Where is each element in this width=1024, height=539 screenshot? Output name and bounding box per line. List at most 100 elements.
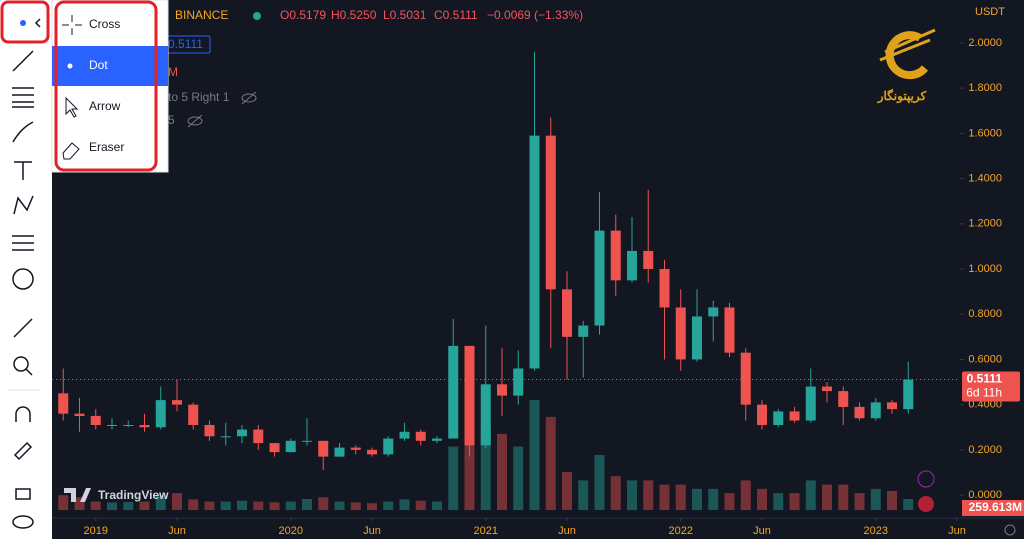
candle-body	[627, 250, 637, 281]
candle-body	[497, 384, 507, 396]
volume-bar	[708, 488, 719, 510]
volume-bar	[545, 416, 556, 510]
menu-item[interactable]: Cross	[89, 17, 120, 31]
menu-item[interactable]: Eraser	[89, 140, 124, 154]
eye-icons[interactable]	[187, 91, 257, 128]
icon-eraser	[62, 142, 80, 160]
candle-body	[107, 425, 117, 426]
watermark: TradingView	[64, 488, 169, 502]
x-tick-label: 2019	[84, 525, 108, 537]
candle-body	[318, 440, 329, 457]
x-tick-label: 2022	[669, 525, 693, 537]
candle-body	[188, 404, 199, 425]
currency[interactable]: USDT	[975, 6, 1005, 18]
candle-body	[675, 307, 686, 360]
change: −0.0069 (−1.33%)	[487, 8, 583, 22]
volume-bar	[562, 471, 572, 510]
volume-bar	[513, 446, 524, 510]
candle-body	[123, 425, 134, 426]
volume-bar	[757, 488, 767, 510]
volume-bar	[578, 480, 589, 510]
volume-bar	[318, 497, 329, 510]
candle-body	[692, 316, 702, 360]
candle-body	[545, 135, 556, 290]
volume-bar	[220, 501, 231, 510]
candle-body	[432, 438, 442, 441]
y-tick-label: 0.0000	[968, 489, 1002, 501]
volume-bar	[724, 493, 735, 510]
open: O0.5179	[280, 8, 326, 22]
volume-bar	[822, 484, 832, 510]
indicator-2: 5	[168, 113, 175, 127]
candle-body	[870, 402, 881, 419]
volume-bar	[659, 484, 670, 510]
candle-body	[789, 411, 800, 421]
volume-bar	[155, 495, 166, 510]
highlight-tool	[0, 0, 50, 44]
volume-bar	[139, 501, 150, 510]
candle-body	[838, 391, 849, 407]
toolbar-icons[interactable]	[12, 18, 41, 529]
menu-item[interactable]: Arrow	[89, 99, 121, 113]
candle-body	[740, 352, 751, 405]
candle-body	[237, 429, 247, 437]
candle-body	[90, 415, 101, 425]
candle-body	[302, 440, 312, 442]
candle-body	[415, 431, 426, 441]
alert-icon[interactable]	[917, 470, 935, 488]
candle-body	[383, 438, 394, 455]
menu-items: Cross Dot Arrow Eraser	[52, 15, 168, 160]
candle-body	[903, 379, 914, 410]
x-tick-label: 2023	[864, 525, 888, 537]
x-tick-label: Jun	[558, 525, 576, 537]
candle-body	[74, 413, 85, 416]
menu-item[interactable]: Dot	[89, 58, 108, 72]
logo-text: کریپتونگار	[877, 88, 927, 104]
settings-icon[interactable]	[1004, 524, 1016, 536]
volume-bar	[432, 501, 442, 510]
close: C0.5111	[434, 8, 478, 22]
logo: کریپتونگار	[877, 28, 936, 104]
candle-body	[724, 307, 735, 353]
candle-body	[334, 447, 345, 457]
candle-body	[529, 135, 540, 369]
candle-body	[887, 402, 897, 410]
indicator-1: to 5 Right 1	[168, 90, 230, 104]
x-tick-label: Jun	[753, 525, 771, 537]
volume-bar	[740, 480, 751, 510]
y-tick-label: 1.0000	[968, 263, 1002, 275]
volume-bar	[90, 501, 101, 510]
volume-label: 259.613M	[969, 500, 1022, 514]
candle-body	[155, 400, 166, 428]
volume-bar	[887, 490, 897, 510]
volume-bar	[643, 480, 654, 510]
candle-body	[480, 384, 491, 446]
candle-body	[708, 307, 719, 317]
countdown: 6d 11h	[966, 386, 1002, 400]
y-tick-label: 2.0000	[968, 37, 1002, 49]
y-tick-label: 1.4000	[968, 172, 1002, 184]
volume-bar	[383, 501, 394, 510]
candle-body	[822, 386, 832, 392]
volume-bar	[269, 502, 280, 510]
volume-bar	[334, 501, 345, 510]
volume-bar	[172, 493, 182, 510]
volume-bar	[903, 499, 914, 510]
x-tick-label: 2020	[279, 525, 303, 537]
volume-bar	[870, 488, 881, 510]
candle-body	[773, 411, 784, 425]
candle-body	[757, 404, 767, 425]
icon-cross	[62, 15, 82, 35]
flag-icon[interactable]	[918, 496, 934, 512]
candle-body	[269, 443, 280, 453]
highlight-menu	[54, 0, 158, 172]
volume-label-box	[962, 500, 1024, 516]
candle-body	[139, 425, 150, 428]
candle-body	[464, 345, 475, 446]
candle-body	[562, 289, 572, 337]
candle-body	[854, 406, 865, 419]
volume-bar	[675, 484, 686, 510]
candle-body	[594, 230, 605, 326]
